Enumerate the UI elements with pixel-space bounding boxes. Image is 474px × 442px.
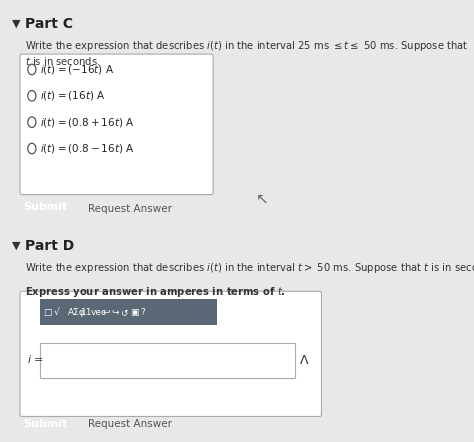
Text: ▼: ▼ (11, 241, 20, 251)
FancyBboxPatch shape (40, 299, 217, 325)
Text: ?: ? (140, 308, 145, 317)
Text: Write the expression that describes $i(t)$ in the interval 25 ms $\leq t \leq$ 5: Write the expression that describes $i(t… (25, 39, 469, 67)
Text: Part D: Part D (25, 239, 74, 252)
Text: Request Answer: Request Answer (88, 204, 172, 214)
Text: Part C: Part C (25, 17, 73, 31)
Text: ↺: ↺ (120, 308, 128, 317)
Text: ΑΣφ: ΑΣφ (67, 308, 85, 317)
Text: Λ: Λ (300, 354, 308, 367)
Text: √: √ (54, 308, 60, 317)
Text: ↖: ↖ (255, 191, 268, 206)
Text: ↪: ↪ (111, 308, 119, 317)
Text: $i(t) = (-16t)$ A: $i(t) = (-16t)$ A (40, 63, 115, 76)
Text: $i$ =: $i$ = (27, 353, 44, 366)
Text: $i(t) = (16t)$ A: $i(t) = (16t)$ A (40, 89, 106, 102)
Text: Write the expression that describes $i(t)$ in the interval $t > $ 50 ms. Suppose: Write the expression that describes $i(t… (25, 260, 474, 274)
FancyBboxPatch shape (20, 291, 321, 416)
Text: $i(t) = (0.8 + 16t)$ A: $i(t) = (0.8 + 16t)$ A (40, 116, 135, 129)
Text: ▣: ▣ (130, 308, 138, 317)
Text: vec: vec (91, 308, 107, 317)
FancyBboxPatch shape (40, 343, 295, 378)
Text: ↩: ↩ (103, 308, 110, 317)
Text: □: □ (43, 308, 51, 317)
Text: Request Answer: Request Answer (88, 419, 172, 429)
Text: ▼: ▼ (11, 19, 20, 29)
Text: $i(t) = (0.8 - 16t)$ A: $i(t) = (0.8 - 16t)$ A (40, 142, 135, 155)
FancyBboxPatch shape (20, 54, 213, 194)
Text: Express your answer in amperes in terms of $t$.: Express your answer in amperes in terms … (25, 285, 286, 299)
Text: 11: 11 (81, 308, 92, 317)
